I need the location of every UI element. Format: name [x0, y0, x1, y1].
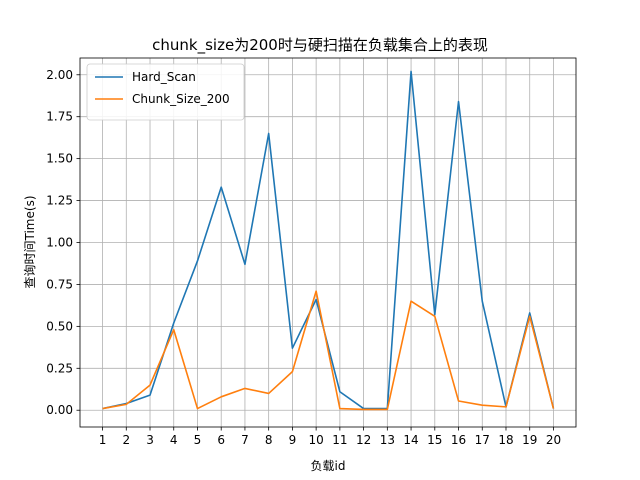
- y-axis-label: 查询时间Time(s): [23, 196, 37, 289]
- y-axis-ticks: 0.00 0.25 0.50 0.75 1.00 1.25 1.50 1.75 2.00: [46, 68, 80, 417]
- y-tick-label: 2.00: [46, 68, 73, 82]
- x-tick-label: 14: [403, 433, 418, 447]
- x-tick-label: 20: [546, 433, 561, 447]
- x-tick-label: 7: [241, 433, 249, 447]
- legend-entry-label: Hard_Scan: [132, 70, 196, 84]
- x-tick-label: 5: [194, 433, 202, 447]
- x-tick-label: 4: [170, 433, 178, 447]
- x-tick-label: 2: [122, 433, 130, 447]
- x-axis-label: 负载id: [311, 459, 346, 473]
- y-tick-label: 0.00: [46, 403, 73, 417]
- series-lines: [102, 70, 555, 411]
- x-tick-label: 18: [498, 433, 513, 447]
- x-tick-label: 3: [146, 433, 154, 447]
- legend-entry-label: Chunk_Size_200: [132, 92, 230, 106]
- y-tick-label: 0.25: [46, 361, 73, 375]
- x-tick-label: 15: [427, 433, 442, 447]
- x-tick-label: 19: [522, 433, 537, 447]
- x-tick-label: 6: [217, 433, 225, 447]
- x-tick-label: 11: [332, 433, 347, 447]
- y-tick-label: 1.25: [46, 194, 73, 208]
- x-tick-label: 8: [265, 433, 273, 447]
- legend-box: [86, 63, 245, 121]
- series-line-hard-scan: [102, 70, 555, 410]
- y-tick-label: 1.75: [46, 110, 73, 124]
- x-tick-label: 12: [356, 433, 371, 447]
- y-tick-label: 0.75: [46, 277, 73, 291]
- x-tick-label: 10: [308, 433, 323, 447]
- x-axis-ticks: 1 2 3 4 5 6 7 8 9 10 11 12 13 14 15 16 17 18 19 20: [99, 427, 561, 447]
- legend: Hard_Scan Chunk_Size_200: [86, 63, 245, 121]
- series-line-chunk-size-200: [102, 290, 555, 411]
- y-tick-label: 0.50: [46, 319, 73, 333]
- x-tick-label: 17: [475, 433, 490, 447]
- chart-title: chunk_size为200时与硬扫描在负载集合上的表现: [152, 36, 488, 55]
- x-tick-label: 1: [99, 433, 107, 447]
- x-tick-label: 13: [380, 433, 395, 447]
- x-tick-label: 9: [289, 433, 297, 447]
- y-tick-label: 1.50: [46, 152, 73, 166]
- x-tick-label: 16: [451, 433, 466, 447]
- y-tick-label: 1.00: [46, 236, 73, 250]
